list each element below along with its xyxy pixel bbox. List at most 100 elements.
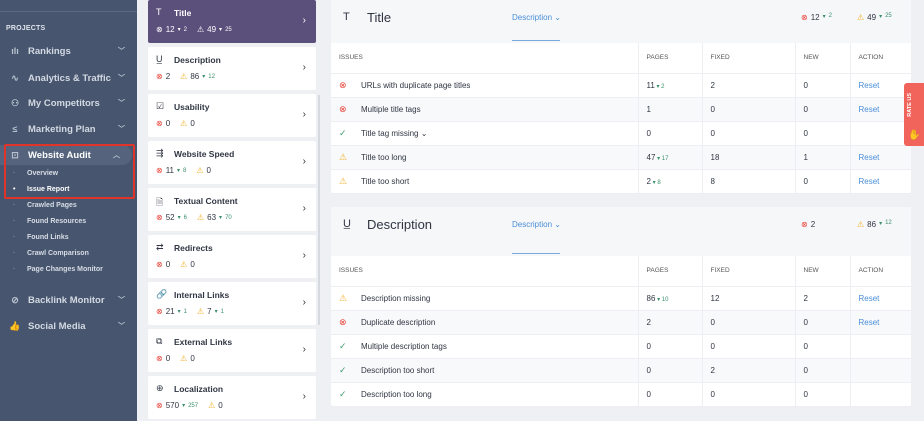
sidebar-item-social-media[interactable]: 👍 Social Media ﹀ — [0, 316, 137, 336]
warning-icon: ⚠ — [208, 401, 216, 410]
projects-heading: PROJECTS — [6, 25, 46, 32]
chevron-down-icon[interactable]: ﹀ — [118, 75, 125, 82]
reset-link[interactable]: Reset — [858, 293, 880, 303]
reset-link[interactable]: Reset — [858, 152, 880, 162]
fixed-cell: 0 — [702, 334, 796, 359]
pages-count: 1 — [646, 104, 651, 114]
pages-count: 2 — [646, 176, 651, 186]
reset-link[interactable]: Reset — [858, 80, 880, 90]
fixed-cell: 0 — [702, 97, 796, 122]
category-title: Title — [174, 8, 192, 18]
error-icon: ⊗ — [801, 13, 808, 22]
sidebar-item-my-competitors[interactable]: ⚇ My Competitors ﹀ — [0, 93, 137, 113]
table-row: ⊗ Multiple title tags 1 0 0 Reset — [331, 97, 911, 122]
panel-warning-stats: ⚠ 49 ▾ 25 — [857, 13, 892, 22]
new-cell: 2 — [795, 286, 851, 311]
category-card-website-speed[interactable]: ⇶ Website Speed ⊗ 11 ▾ 8 ⚠ 0 › — [148, 141, 316, 184]
pages-count: 0 — [646, 128, 651, 138]
delta-down-icon: ▾ — [219, 215, 223, 221]
table-row: ✓ Title tag missing ⌄ 0 0 0 — [331, 121, 911, 146]
pages-cell: 2 ▾ 8 — [638, 169, 703, 194]
category-card-textual-content[interactable]: 🗎 Textual Content ⊗ 52 ▾ 6 ⚠ 63 ▾ 70 › — [148, 188, 316, 231]
warning-icon: ⚠ — [339, 175, 348, 186]
subitem-overview[interactable]: Overview — [13, 170, 58, 177]
sidebar-item-backlink-monitor[interactable]: ⊘ Backlink Monitor ﹀ — [0, 290, 137, 310]
category-card-description[interactable]: U̲ Description ⊗ 2 ⚠ 86 ▾ 12 › — [148, 47, 316, 90]
new-cell: 0 — [795, 382, 851, 407]
category-card-internal-links[interactable]: 🔗 Internal Links ⊗ 21 ▾ 1 ⚠ 7 ▾ 1 › — [148, 282, 316, 325]
subitem-crawled-pages[interactable]: Crawled Pages — [13, 202, 77, 209]
subitem-found-resources[interactable]: Found Resources — [13, 218, 86, 225]
error-icon: ⊗ — [156, 119, 163, 128]
dropdown-label: Description — [512, 220, 553, 229]
subitem-found-links[interactable]: Found Links — [13, 234, 68, 241]
action-cell: Reset — [850, 97, 911, 122]
category-stats: ⊗ 570 ▾ 257 ⚠ 0 — [156, 401, 223, 410]
reset-link[interactable]: Reset — [858, 104, 880, 114]
subitem-page-changes-monitor[interactable]: Page Changes Monitor — [13, 266, 103, 273]
ok-icon: ✓ — [339, 364, 347, 375]
category-card-usability[interactable]: ☑ Usability ⊗ 0 ⚠ 0 › — [148, 94, 316, 137]
column-header-pages: PAGES — [638, 256, 703, 287]
error-delta: 257 — [188, 402, 199, 409]
category-card-redirects[interactable]: ⇄ Redirects ⊗ 0 ⚠ 0 › — [148, 235, 316, 278]
sidebar-item-analytics-traffic[interactable]: ∿ Analytics & Traffic ﹀ — [0, 68, 137, 88]
rate-us-label: RATE US — [907, 93, 913, 117]
category-card-title[interactable]: T Title ⊗ 12 ▾ 2 ⚠ 49 ▾ 25 › — [148, 0, 316, 43]
subitem-crawl-comparison[interactable]: Crawl Comparison — [13, 250, 89, 257]
scrollbar[interactable] — [318, 95, 320, 325]
panel-header: T Title Description ⌄ ⊗ 12 ▾ 2 ⚠ 49 ▾ 25 — [331, 0, 911, 43]
warning-icon: ⚠ — [196, 307, 205, 316]
warning-delta: 12 — [208, 73, 215, 80]
delta-down-icon: ▾ — [655, 296, 662, 303]
issues-table: ISSUES PAGES FIXED NEW ACTION ⚠ Description mi… — [331, 256, 911, 407]
chevron-down-icon: ⌄ — [552, 13, 561, 22]
action-cell: Reset — [850, 286, 911, 311]
error-icon: ⊗ — [156, 260, 163, 269]
thumbs-up-icon: 👍 — [9, 320, 21, 331]
rate-us-button[interactable]: RATE US ✋ — [904, 83, 924, 146]
chevron-down-icon[interactable]: ﹀ — [118, 48, 125, 55]
category-title: External Links — [174, 337, 233, 347]
warning-count: 0 — [190, 119, 195, 128]
pulse-icon: ∿ — [11, 72, 19, 83]
description-dropdown[interactable]: Description ⌄ — [512, 13, 561, 22]
sidebar-item-rankings[interactable]: ılı Rankings ﹀ — [0, 41, 137, 61]
error-delta: 6 — [183, 214, 187, 221]
sidebar-item-label: Marketing Plan — [28, 123, 96, 135]
category-card-localization[interactable]: ⊕ Localization ⊗ 570 ▾ 257 ⚠ 0 › — [148, 376, 316, 419]
panel-title: Description — [367, 217, 433, 232]
chevron-down-icon[interactable]: ﹀ — [118, 100, 125, 107]
warning-icon: ⚠ — [180, 119, 188, 128]
pages-cell: 47 ▾ 17 — [638, 145, 703, 170]
reset-link[interactable]: Reset — [858, 176, 880, 186]
chevron-down-icon[interactable]: ﹀ — [118, 126, 125, 133]
dropdown-underline — [512, 253, 560, 254]
pages-cell: 0 — [638, 121, 703, 146]
sidebar-item-marketing-plan[interactable]: ≤ Marketing Plan ﹀ — [0, 119, 137, 139]
chevron-down-icon[interactable]: ⌄ — [418, 128, 428, 138]
pages-cell: 11 ▾ 2 — [638, 73, 703, 98]
warning-icon: ⚠ — [857, 220, 865, 229]
checkbox-icon: ☑ — [156, 101, 165, 111]
description-dropdown[interactable]: Description ⌄ — [512, 220, 561, 229]
chevron-down-icon: ⌄ — [552, 220, 561, 229]
ok-icon: ✓ — [339, 388, 347, 399]
reset-link[interactable]: Reset — [858, 317, 880, 327]
column-header-fixed: FIXED — [702, 43, 796, 74]
category-stats: ⊗ 0 ⚠ 0 — [156, 260, 195, 269]
category-card-external-links[interactable]: ⧉ External Links ⊗ 0 ⚠ 0 › — [148, 329, 316, 372]
subitem-issue-report[interactable]: Issue Report — [13, 186, 70, 193]
delta-down-icon: ▾ — [202, 74, 206, 80]
category-title: Textual Content — [174, 196, 238, 206]
ok-icon: ✓ — [339, 127, 347, 138]
external-link-icon: ⧉ — [156, 336, 163, 346]
chevron-down-icon[interactable]: ﹀ — [118, 323, 125, 330]
chevron-right-icon: › — [302, 344, 306, 355]
sidebar-item-website-audit[interactable]: ⊡ Website Audit ︿ — [0, 145, 132, 165]
bar-chart-icon: ılı — [11, 46, 19, 56]
chevron-up-icon[interactable]: ︿ — [113, 152, 120, 159]
chevron-down-icon[interactable]: ﹀ — [118, 297, 125, 304]
warning-count: 7 — [207, 307, 212, 316]
